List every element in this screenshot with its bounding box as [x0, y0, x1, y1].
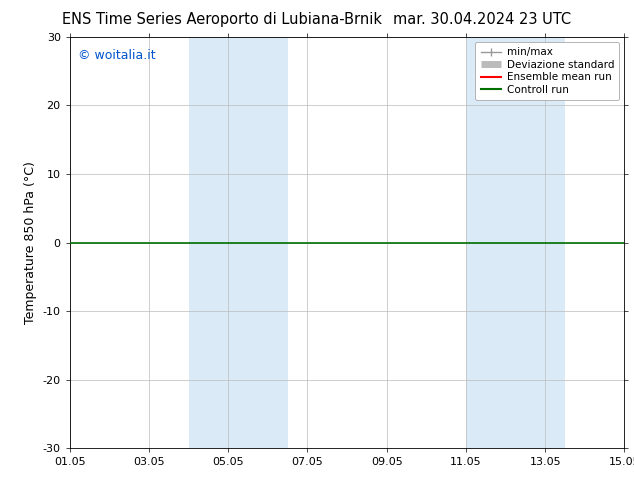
- Text: ENS Time Series Aeroporto di Lubiana-Brnik: ENS Time Series Aeroporto di Lubiana-Brn…: [62, 12, 382, 27]
- Bar: [466, 37, 565, 448]
- Bar: [189, 37, 288, 448]
- Text: © woitalia.it: © woitalia.it: [78, 49, 156, 62]
- Y-axis label: Temperature 850 hPa (°C): Temperature 850 hPa (°C): [24, 161, 37, 324]
- Text: mar. 30.04.2024 23 UTC: mar. 30.04.2024 23 UTC: [393, 12, 571, 27]
- Legend: min/max, Deviazione standard, Ensemble mean run, Controll run: min/max, Deviazione standard, Ensemble m…: [476, 42, 619, 100]
